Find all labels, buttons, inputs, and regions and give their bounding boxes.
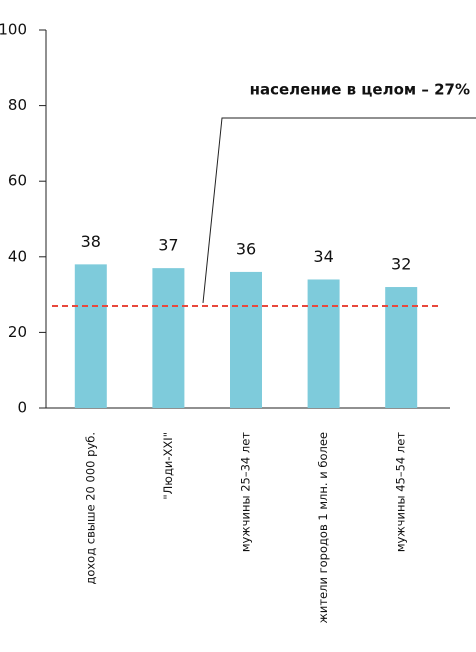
value-label: 38 — [81, 232, 101, 251]
x-tick-label: "Люди-XXI" — [161, 432, 175, 500]
annotation: население в целом – 27% — [250, 81, 470, 99]
annotation-leader — [202, 117, 476, 303]
x-tick-label: мужчины 45–54 лет — [394, 432, 408, 552]
x-tick-label: жители городов 1 млн. и более — [316, 432, 330, 624]
value-label: 36 — [236, 239, 256, 258]
y-tick-label: 0 — [17, 399, 27, 417]
bar — [307, 279, 340, 408]
y-tick-label: 20 — [8, 323, 27, 341]
y-tick-label: 60 — [8, 172, 27, 190]
y-tick-label: 40 — [8, 247, 27, 265]
value-label: 34 — [313, 247, 333, 266]
bar — [74, 264, 107, 408]
y-tick-label: 80 — [8, 96, 27, 114]
x-tick-label: доход свыше 20 000 руб. — [83, 432, 97, 585]
bar — [152, 268, 185, 408]
value-label: 32 — [391, 255, 411, 274]
bar — [230, 271, 262, 408]
x-tick-label: мужчины 25–34 лет — [239, 432, 253, 552]
value-label: 37 — [158, 236, 178, 255]
bar — [385, 287, 418, 408]
y-tick-label: 100 — [0, 21, 27, 39]
